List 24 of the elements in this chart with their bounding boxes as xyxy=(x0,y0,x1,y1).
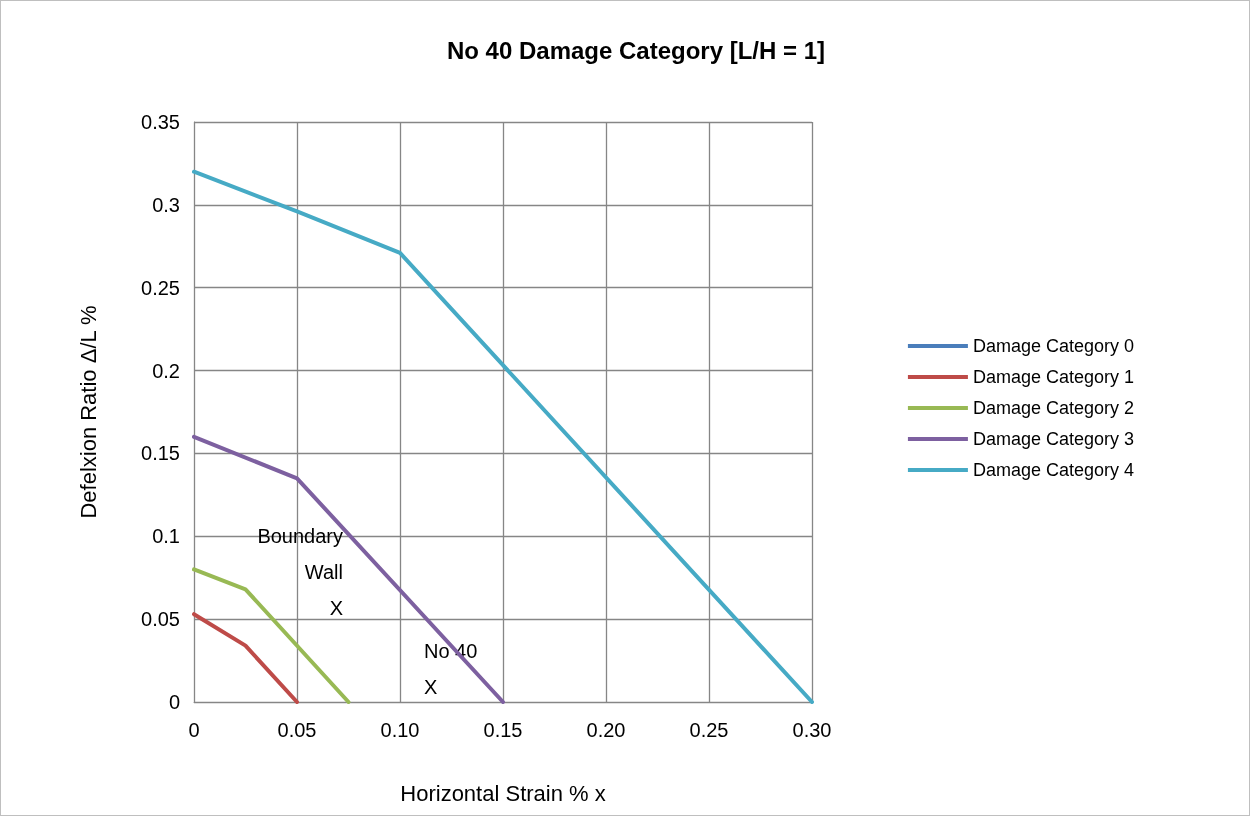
x-tick-label: 0.20 xyxy=(586,719,626,741)
x-tick-label: 0.10 xyxy=(380,719,420,741)
chart-title: No 40 Damage Category [L/H = 1] xyxy=(446,36,826,64)
annotation: Boundary Wall X xyxy=(257,525,343,619)
y-tick-label: 0 xyxy=(168,691,180,713)
x-tick-label: 0.15 xyxy=(483,719,523,741)
y-tick-label: 0.2 xyxy=(152,359,180,382)
x-tick-label: 0.05 xyxy=(277,719,317,741)
x-axis-title: Horizontal Strain % x xyxy=(400,780,606,806)
legend-label: Damage Category 0 xyxy=(972,336,1135,356)
legend-label: Damage Category 1 xyxy=(972,367,1135,387)
x-tick-label: 0.30 xyxy=(792,719,832,741)
y-tick-label: 0.05 xyxy=(141,608,180,631)
y-tick-label: 0.1 xyxy=(152,525,180,548)
legend-label: Damage Category 4 xyxy=(972,460,1135,480)
x-tick-label: 0 xyxy=(188,719,200,741)
y-tick-label: 0.15 xyxy=(141,442,180,465)
y-tick-label: 0.35 xyxy=(141,111,180,133)
y-axis-title: Defelxion Ratio Δ/L % xyxy=(75,305,101,519)
x-tick-label: 0.25 xyxy=(689,719,729,741)
y-tick-label: 0.3 xyxy=(152,193,180,216)
y-tick-label: 0.25 xyxy=(141,276,180,299)
legend-label: Damage Category 3 xyxy=(972,429,1135,449)
legend-label: Damage Category 2 xyxy=(972,398,1135,418)
